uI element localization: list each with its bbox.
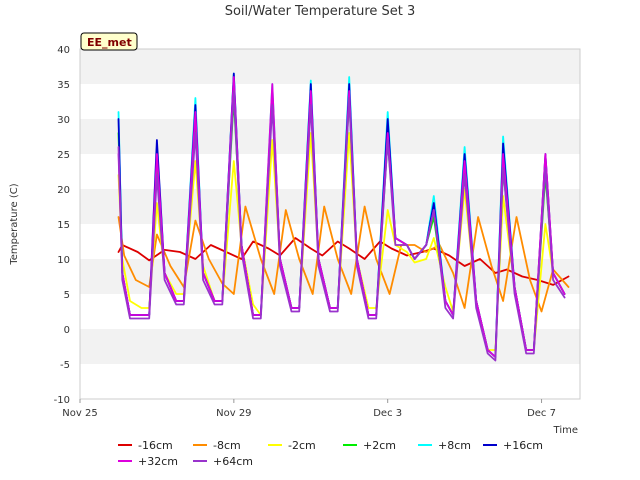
y-tick-label: -10 [54,395,70,406]
y-tick-label: 20 [57,185,70,196]
legend-label: -2cm [288,439,316,452]
x-axis: Nov 25 Nov 29 Dec 3 Dec 7 [62,399,556,419]
y-tick-label: 25 [57,150,70,161]
y-tick-label: 40 [57,45,70,56]
station-badge-box [80,32,138,51]
grid-band [80,119,580,154]
grid-band [80,49,580,84]
series-line-32cm [117,76,566,358]
y-tick-label: 35 [57,80,70,91]
series-lines [117,72,570,362]
grid-band [80,154,580,189]
chart-title: Soil/Water Temperature Set 3 [225,4,416,19]
grid-band [80,364,580,399]
legend-label: +8cm [438,439,471,452]
series-line-64cm [117,90,566,362]
station-badge-label: EE_met [87,36,132,49]
y-tick-label: 15 [57,220,70,231]
y-tick-label: 5 [64,290,70,301]
plot-area [79,48,581,400]
legend-label: +64cm [213,455,253,468]
grid-band [80,329,580,364]
legend-label: +16cm [503,439,543,452]
y-tick-label: 30 [57,115,70,126]
x-axis-label: Time [553,425,578,436]
y-tick-label: -5 [60,360,70,371]
y-tick-label: 10 [57,255,70,266]
legend-label: +32cm [138,455,178,468]
legend-label: -16cm [138,439,173,452]
grid-band [80,84,580,119]
grid-band [80,189,580,224]
legend: -16cm -8cm -2cm +2cm +8cm +16cm +32cm +64cm [118,439,543,468]
x-tick-label: Nov 29 [216,408,251,419]
x-tick-label: Dec 3 [373,408,402,419]
y-tick-label: 0 [64,325,70,336]
y-axis-label: Temperature (C) [9,183,20,265]
y-axis: -10 -5 0 5 10 15 20 25 30 35 40 [54,45,70,406]
x-tick-label: Dec 7 [527,408,556,419]
legend-label: +2cm [363,439,396,452]
legend-label: -8cm [213,439,241,452]
station-badge: EE_met [80,32,138,51]
series-line-16cm [117,237,570,286]
x-tick-label: Nov 25 [62,408,97,419]
